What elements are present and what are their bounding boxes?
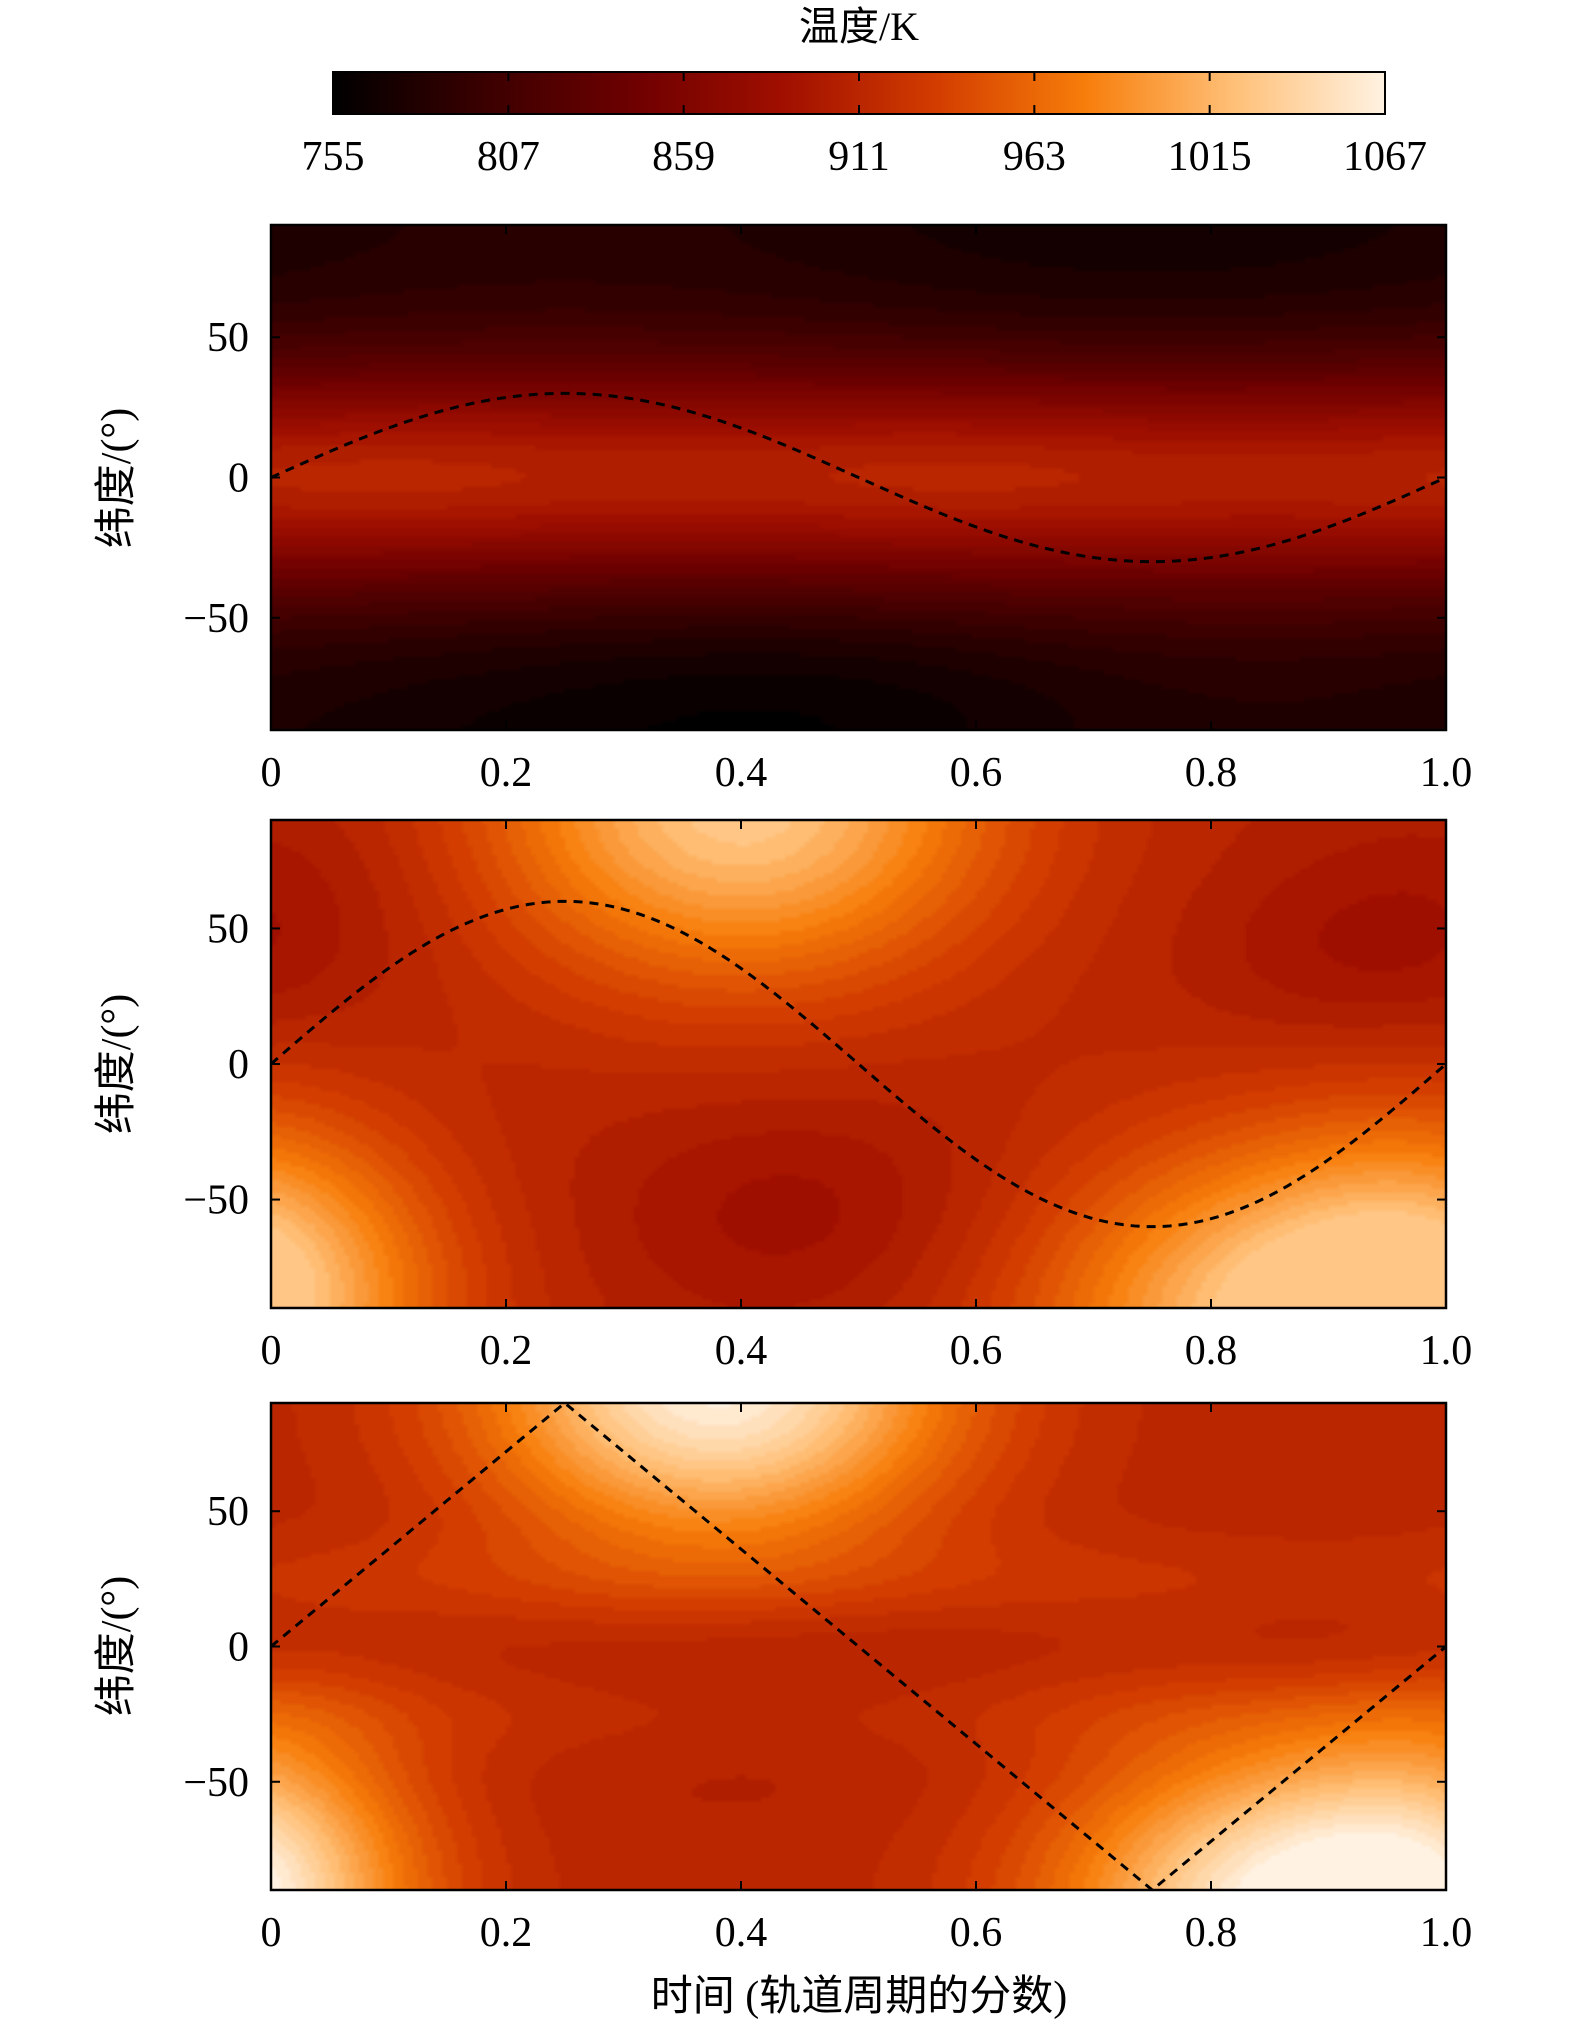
y-tick-label: 0 <box>228 1625 249 1671</box>
y-tick-label: −50 <box>183 596 249 642</box>
y-tick-label: 50 <box>207 315 249 361</box>
y-tick-label: 0 <box>228 1042 249 1088</box>
colorbar-label: 温度/K <box>799 4 919 49</box>
x-tick-label: 0 <box>261 1910 282 1956</box>
x-tick-label: 0 <box>261 750 282 796</box>
x-tick-label: 0.4 <box>715 1328 768 1374</box>
panel-3: 0 0.2 0.4 0.6 0.8 1.0 50 0 −50 纬度/(°) <box>94 1401 1472 1956</box>
colorbar-tick-label: 1067 <box>1343 134 1427 180</box>
x-tick-label: 0.4 <box>715 750 768 796</box>
x-tick-label: 0.6 <box>950 1328 1003 1374</box>
x-tick-label: 0.2 <box>480 750 533 796</box>
subsolar-track-panel-1 <box>271 391 1446 564</box>
colorbar-ticks: 755 807 859 911 963 1015 1067 <box>302 72 1427 180</box>
subsolar-track-panel-2 <box>271 899 1446 1229</box>
colorbar-tick-label: 963 <box>1003 134 1066 180</box>
y-tick-label: 50 <box>207 906 249 952</box>
x-tick-label: 0.6 <box>950 750 1003 796</box>
axis-ticks-panel-2: 0 0.2 0.4 0.6 0.8 1.0 50 0 −50 <box>183 820 1472 1374</box>
ylabel-panel-2: 纬度/(°) <box>94 994 140 1134</box>
y-tick-label: −50 <box>183 1178 249 1224</box>
axis-ticks-panel-3: 0 0.2 0.4 0.6 0.8 1.0 50 0 −50 <box>183 1403 1472 1956</box>
ylabel-panel-1: 纬度/(°) <box>94 408 140 548</box>
colorbar-tick-label: 807 <box>477 134 540 180</box>
x-tick-label: 1.0 <box>1420 1910 1473 1956</box>
x-tick-label: 0.4 <box>715 1910 768 1956</box>
colorbar-tick-label: 1015 <box>1168 134 1252 180</box>
x-tick-label: 1.0 <box>1420 1328 1473 1374</box>
x-tick-label: 1.0 <box>1420 750 1473 796</box>
x-tick-label: 0.2 <box>480 1328 533 1374</box>
x-axis-label: 时间 (轨道周期的分数) <box>651 1974 1067 2020</box>
axis-ticks-panel-1: 0 0.2 0.4 0.6 0.8 1.0 50 0 −50 <box>183 225 1472 796</box>
colorbar: 温度/K 755 807 859 911 963 1015 1067 <box>302 4 1428 180</box>
x-tick-label: 0.8 <box>1185 750 1238 796</box>
subsolar-track-panel-3 <box>271 1403 1446 1890</box>
panel-2: 0 0.2 0.4 0.6 0.8 1.0 50 0 −50 纬度/(°) <box>94 818 1472 1374</box>
y-tick-label: 50 <box>207 1489 249 1535</box>
heatmap-panel-2 <box>271 820 1446 1308</box>
y-tick-label: 0 <box>228 456 249 502</box>
x-tick-label: 0.2 <box>480 1910 533 1956</box>
x-tick-label: 0 <box>261 1328 282 1374</box>
colorbar-tick-label: 859 <box>652 134 715 180</box>
heatmap-panel-3 <box>271 1403 1446 1890</box>
colorbar-tick-label: 755 <box>302 134 365 180</box>
colorbar-tick-label: 911 <box>828 134 889 180</box>
y-tick-label: −50 <box>183 1760 249 1806</box>
x-tick-label: 0.8 <box>1185 1328 1238 1374</box>
x-tick-label: 0.8 <box>1185 1910 1238 1956</box>
ylabel-panel-3: 纬度/(°) <box>94 1576 140 1716</box>
panel-1: 0 0.2 0.4 0.6 0.8 1.0 50 0 −50 纬度/(°) <box>94 223 1472 796</box>
x-tick-label: 0.6 <box>950 1910 1003 1956</box>
